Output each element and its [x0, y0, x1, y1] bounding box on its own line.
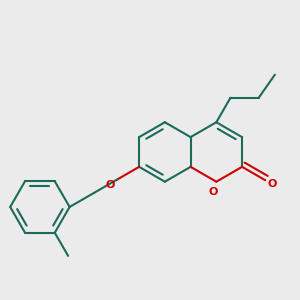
Text: O: O	[106, 180, 115, 190]
Text: O: O	[267, 179, 277, 189]
Text: O: O	[209, 187, 218, 196]
